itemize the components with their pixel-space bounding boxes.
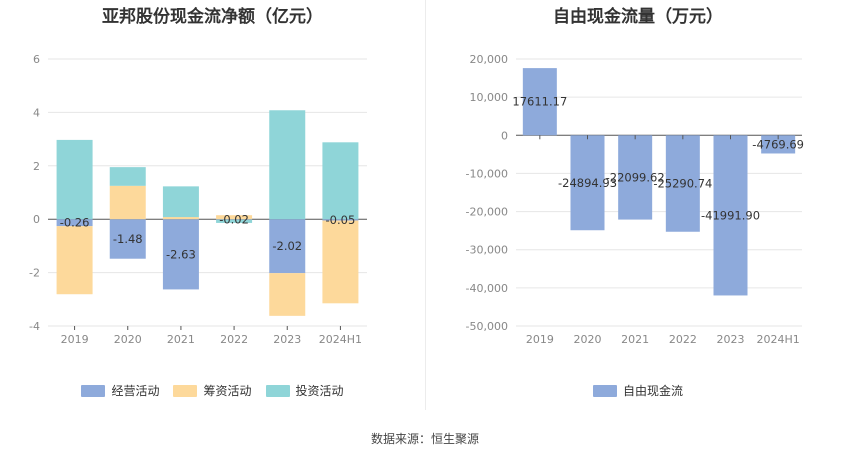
data-label: -1.48 <box>113 232 143 246</box>
y-tick-label: -50,000 <box>466 320 508 333</box>
bar-investing-2022 <box>216 219 253 223</box>
legend-label: 投资活动 <box>295 384 344 398</box>
bar-fcf-2021 <box>618 135 653 220</box>
bar-investing-2024H1 <box>322 142 359 220</box>
panel-divider <box>425 0 426 410</box>
x-tick-label: 2022 <box>220 333 248 346</box>
bar-operating-2024H1 <box>322 219 359 221</box>
x-tick-label: 2020 <box>574 333 602 346</box>
left-chart-title: 亚邦股份现金流净额（亿元） <box>102 7 323 27</box>
x-tick-label: 2024H1 <box>757 333 800 346</box>
bar-investing-2023 <box>269 110 306 220</box>
bar-fcf-2020 <box>570 135 605 231</box>
bar-fcf-2023 <box>713 135 748 296</box>
x-tick-label: 2023 <box>717 333 745 346</box>
x-tick-label: 2021 <box>621 333 649 346</box>
bar-fcf-2024H1 <box>761 135 796 154</box>
y-tick-label: -30,000 <box>466 244 508 257</box>
x-tick-label: 2020 <box>114 333 142 346</box>
bar-operating-2022 <box>216 219 253 220</box>
data-label: -2.63 <box>166 247 196 261</box>
legend-label: 自由现金流 <box>622 384 683 398</box>
bar-operating-2020 <box>109 219 146 259</box>
legend-item[interactable]: 筹资活动 <box>173 382 252 399</box>
bar-operating-2019 <box>56 219 93 227</box>
left-chart-panel: 亚邦股份现金流净额（亿元） -4 -2 0 2 4 6 2019 2020 2021 2022 20… <box>0 0 425 410</box>
y-tick-label: 10,000 <box>470 91 509 104</box>
bar-operating-2023 <box>269 219 306 274</box>
bar-investing-2021 <box>162 186 199 218</box>
data-label: -0.02 <box>219 212 249 226</box>
bar-fcf-2019 <box>522 68 557 136</box>
y-tick-label: -4 <box>29 320 40 333</box>
y-tick-label: 4 <box>33 106 40 119</box>
right-chart-svg: -50,000 -40,000 -30,000 -20,000 -10,000 0 10,0… <box>466 53 804 346</box>
y-tick-label: -2 <box>29 267 40 280</box>
x-tick-label: 2019 <box>526 333 554 346</box>
y-tick-label: -10,000 <box>466 167 508 180</box>
bar-financing-2019 <box>56 226 93 295</box>
left-chart-svg: -4 -2 0 2 4 6 2019 2020 2021 2022 2023 2024H1 -0.26 -… <box>29 53 367 346</box>
legend-item[interactable]: 自由现金流 <box>592 382 683 399</box>
right-chart-legend: 自由现金流 <box>426 382 850 399</box>
legend-swatch <box>592 384 617 397</box>
legend-swatch <box>81 384 106 397</box>
legend-item[interactable]: 投资活动 <box>265 382 344 399</box>
y-tick-label: 2 <box>33 160 40 173</box>
y-tick-label: 0 <box>33 213 40 226</box>
x-tick-label: 2022 <box>669 333 697 346</box>
bar-financing-2020 <box>109 185 146 220</box>
x-tick-label: 2021 <box>167 333 195 346</box>
y-tick-label: -40,000 <box>466 282 508 295</box>
data-label: -2.02 <box>272 239 302 253</box>
legend-label: 经营活动 <box>111 384 160 398</box>
right-chart-panel: 自由现金流量（万元） -50,000 -40,000 -30,000 -20,000-… <box>426 0 850 410</box>
bar-operating-2021 <box>162 219 199 290</box>
data-label: -0.05 <box>326 213 356 227</box>
x-tick-label: 2024H1 <box>319 333 362 346</box>
x-tick-label: 2023 <box>273 333 301 346</box>
bar-investing-2020 <box>109 167 146 186</box>
legend-swatch <box>265 384 290 397</box>
legend-item[interactable]: 经营活动 <box>81 382 159 399</box>
data-label: 17611.17 <box>512 95 567 109</box>
y-tick-label: 0 <box>501 129 508 142</box>
bar-financing-2022 <box>216 215 253 220</box>
y-tick-label: 6 <box>33 53 40 66</box>
bar-financing-2023 <box>269 273 306 316</box>
bar-financing-2021 <box>162 217 199 220</box>
x-tick-label: 2019 <box>61 333 89 346</box>
left-chart-legend: 经营活动 筹资活动 投资活动 <box>0 382 425 399</box>
data-source-note: 数据来源：恒生聚源 <box>370 432 479 446</box>
data-label: -4769.69 <box>752 137 804 151</box>
bar-financing-2024H1 <box>322 220 359 304</box>
data-label: -25290.74 <box>653 177 712 191</box>
right-chart-title: 自由现金流量（万元） <box>553 7 723 27</box>
data-label: -24894.93 <box>558 176 617 190</box>
data-label: -0.26 <box>60 216 90 230</box>
y-tick-label: 20,000 <box>470 53 509 66</box>
legend-swatch <box>173 384 198 397</box>
data-label: -41991.90 <box>701 208 760 222</box>
bar-investing-2019 <box>56 139 93 220</box>
legend-label: 筹资活动 <box>203 384 252 398</box>
data-label: -22099.62 <box>606 170 665 184</box>
bar-fcf-2022 <box>665 135 700 232</box>
y-tick-label: -20,000 <box>466 206 508 219</box>
